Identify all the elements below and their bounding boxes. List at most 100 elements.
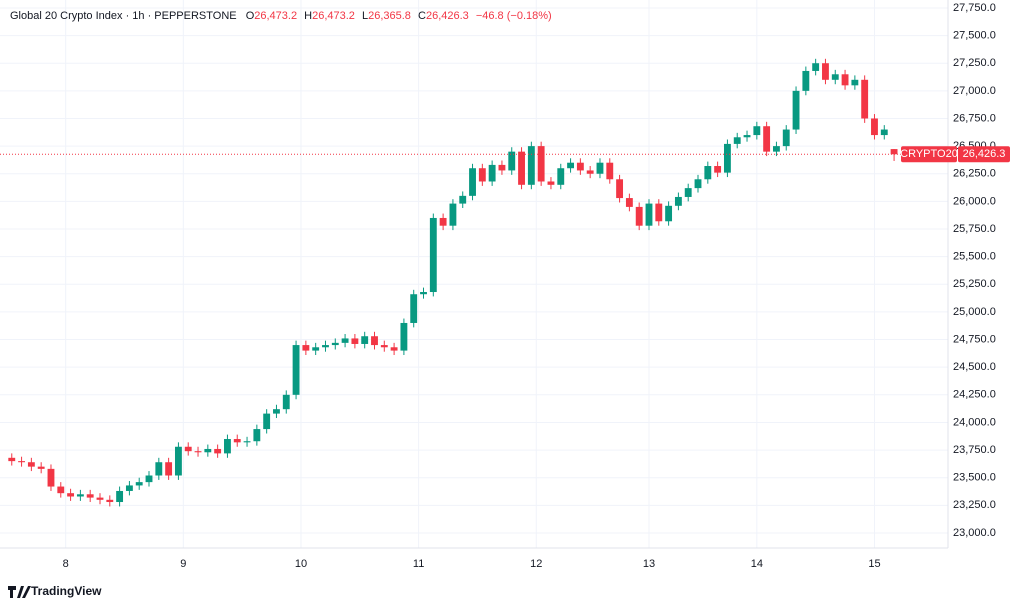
candle-body — [116, 490, 124, 503]
candle-body — [429, 217, 437, 293]
y-tick-label: 24,250.0 — [953, 389, 996, 401]
candle-body — [616, 179, 624, 199]
candle-body — [498, 164, 506, 171]
title: Global 20 Crypto Index · 1h · PEPPERSTON… — [10, 10, 237, 22]
x-tick-label: 10 — [295, 558, 307, 570]
candle-body — [674, 196, 682, 206]
candle-body — [723, 143, 731, 173]
close-value: 26,426.3 — [426, 10, 469, 22]
candle-body — [76, 494, 84, 497]
legend: Global 20 Crypto Index · 1h · PEPPERSTON… — [10, 10, 552, 22]
change: −46.8 (−0.18%) — [476, 10, 552, 22]
candle-body — [292, 345, 300, 395]
candle-body — [469, 168, 476, 196]
candle-body — [233, 439, 241, 443]
candle-body — [361, 336, 369, 344]
candle-body — [420, 292, 427, 295]
candle-body — [822, 63, 829, 80]
open-value: 26,473.2 — [254, 10, 297, 22]
candle-body — [8, 457, 16, 462]
candle-body — [782, 129, 790, 147]
candle-body — [508, 151, 516, 171]
candle-body — [18, 461, 25, 463]
candle-body — [439, 217, 447, 226]
y-tick-label: 23,000.0 — [953, 527, 996, 539]
x-tick-label: 11 — [413, 558, 424, 570]
candles — [8, 58, 898, 507]
candle-body — [302, 345, 310, 351]
candle-body — [174, 446, 182, 476]
candle-body — [812, 63, 820, 71]
candle-body — [322, 345, 329, 348]
candle-body — [625, 198, 633, 207]
candle-body — [125, 485, 133, 491]
low-value: 26,365.8 — [368, 10, 411, 22]
y-tick-label: 27,250.0 — [953, 57, 996, 69]
candle-body — [861, 79, 869, 119]
candle-body — [841, 74, 849, 86]
y-tick-label: 26,250.0 — [953, 168, 996, 180]
x-tick-label: 14 — [751, 558, 763, 570]
y-tick-label: 27,000.0 — [953, 85, 996, 97]
last-price-label: 26,426.3 — [963, 148, 1006, 160]
close-letter: C — [418, 10, 426, 22]
y-tick-label: 23,500.0 — [953, 472, 996, 484]
grid — [0, 0, 948, 548]
candle-body — [488, 164, 496, 182]
candle-body — [890, 149, 898, 155]
candle-body — [243, 441, 251, 443]
candle-body — [47, 468, 55, 487]
y-tick-label: 24,500.0 — [953, 361, 996, 373]
candle-body — [537, 146, 545, 182]
candle-body — [37, 466, 45, 469]
candle-body — [351, 338, 359, 344]
candle-body — [606, 162, 614, 180]
candle-body — [380, 345, 388, 348]
candle-body — [527, 146, 535, 185]
symbol-tag — [901, 146, 957, 163]
y-tick-label: 23,750.0 — [953, 444, 996, 456]
x-tick-label: 8 — [63, 558, 69, 570]
symbol-label: CRYPTO20 — [900, 148, 958, 160]
candle-body — [547, 181, 555, 185]
candle-body — [802, 70, 810, 91]
x-tick-label: 15 — [868, 558, 880, 570]
candle-body — [331, 342, 339, 346]
logo-icon — [8, 586, 31, 598]
candle-body — [165, 462, 173, 476]
brand: TradingView — [31, 584, 102, 598]
candle-body — [763, 126, 771, 152]
candle-body — [194, 451, 202, 453]
candle-body — [106, 499, 114, 503]
low-letter: L — [362, 10, 368, 22]
candle-body — [273, 409, 280, 414]
candle-body — [86, 494, 94, 498]
y-tick-label: 27,750.0 — [953, 2, 996, 14]
y-tick-label: 27,500.0 — [953, 29, 996, 41]
candle-body — [224, 439, 231, 454]
candle-body — [655, 203, 663, 222]
y-tick-label: 26,000.0 — [953, 195, 996, 207]
candle-body — [282, 394, 290, 410]
brand-logo: TradingView — [8, 584, 102, 598]
candle-body — [596, 162, 604, 174]
x-tick-label: 12 — [530, 558, 542, 570]
y-tick-label: 25,500.0 — [953, 251, 996, 263]
y-tick-label: 23,250.0 — [953, 499, 996, 511]
open-letter: O — [246, 10, 255, 22]
candle-body — [645, 203, 653, 226]
candle-body — [733, 137, 741, 144]
candle-body — [96, 497, 104, 500]
y-tick-label: 25,000.0 — [953, 306, 996, 318]
candle-body — [214, 448, 222, 454]
candle-body — [184, 446, 192, 452]
candle-body — [792, 90, 800, 130]
candle-body — [576, 162, 584, 171]
candle-body — [145, 475, 153, 483]
candle-body — [67, 493, 75, 497]
candle-body — [694, 179, 702, 189]
candle-body — [204, 448, 212, 453]
candle-body — [665, 205, 673, 222]
